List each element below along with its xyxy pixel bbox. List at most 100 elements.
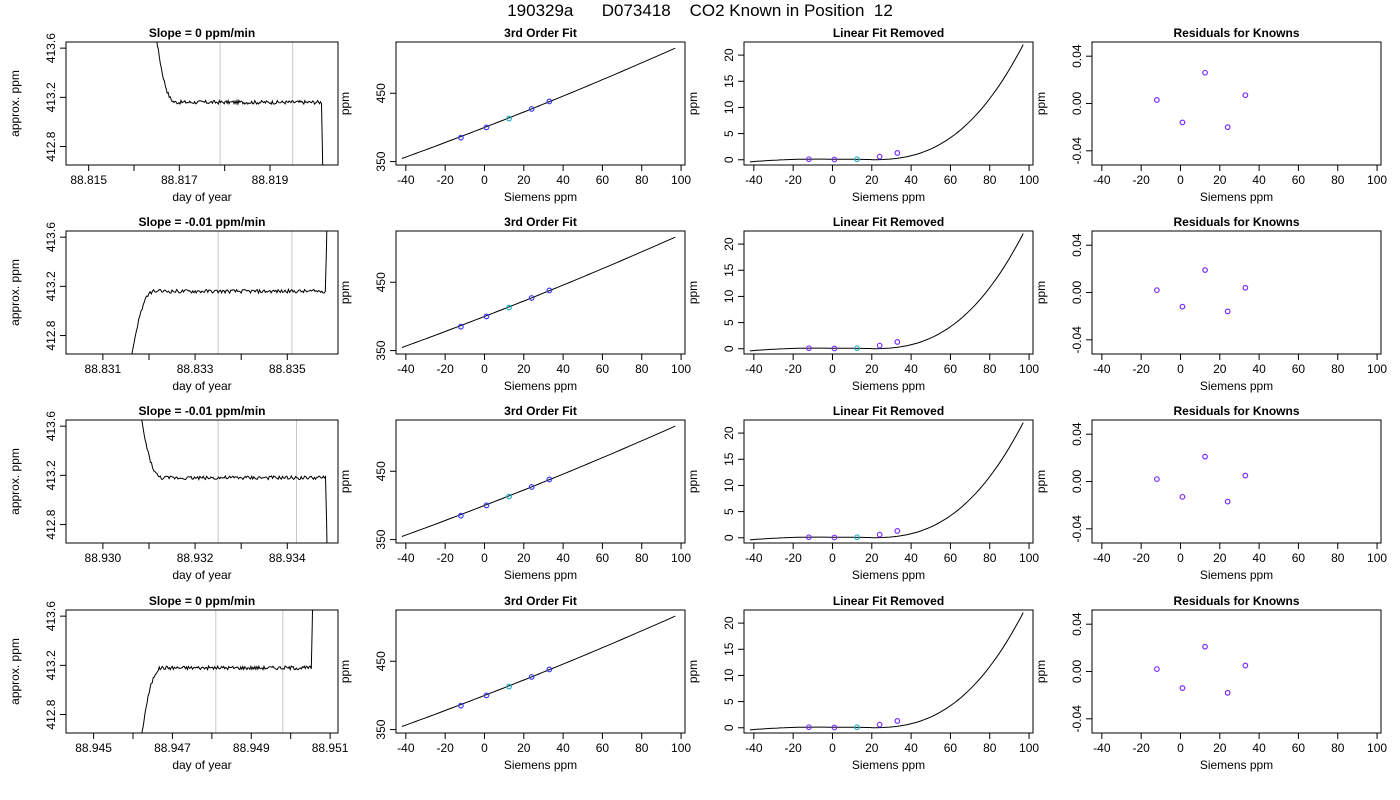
x-tick-label: 80 xyxy=(635,741,649,755)
y-axis-label: ppm xyxy=(686,660,700,683)
x-tick-label: 100 xyxy=(1019,741,1039,755)
chart-panel: Linear Fit Removed Siemens ppm ppm -40 -20 0 2… xyxy=(686,594,1039,772)
x-tick-label: 100 xyxy=(1367,362,1387,376)
y-axis-label: ppm xyxy=(686,281,700,304)
y-tick-label: 412.8 xyxy=(44,509,58,539)
x-tick-label: 60 xyxy=(1292,741,1306,755)
known-point xyxy=(805,724,812,731)
chart-panel: Residuals for Knowns Siemens ppm ppm -40 -20… xyxy=(1034,594,1387,772)
x-tick-label: 80 xyxy=(635,173,649,187)
y-axis-label: ppm xyxy=(338,660,352,683)
x-axis-label: day of year xyxy=(172,758,231,772)
residual-point xyxy=(1179,685,1186,691)
y-axis-label: ppm xyxy=(1034,92,1048,115)
known-point xyxy=(528,674,535,680)
chart-panel: Slope = 0 ppm/min day of year approx. ppm 8… xyxy=(8,594,349,772)
x-tick-label: 88.945 xyxy=(75,741,112,755)
x-tick-label: -40 xyxy=(397,551,415,565)
x-tick-label: -40 xyxy=(1093,173,1111,187)
plot-area xyxy=(1153,643,1249,696)
x-tick-label: -20 xyxy=(784,551,802,565)
x-tick-label: 100 xyxy=(671,551,691,565)
residual-point xyxy=(1153,287,1160,294)
y-axis-label: ppm xyxy=(686,470,700,493)
x-tick-label: 20 xyxy=(1213,551,1227,565)
known-point xyxy=(805,156,812,163)
x-tick-label: 60 xyxy=(944,551,958,565)
y-tick-label: 413.2 xyxy=(44,271,58,301)
plot-area xyxy=(131,231,328,354)
plot-frame xyxy=(65,41,339,166)
y-tick-label: 413.6 xyxy=(44,601,58,631)
fit-curve xyxy=(401,236,676,348)
panel-title: Residuals for Knowns xyxy=(1173,26,1299,40)
plot-frame xyxy=(743,41,1034,166)
fit-curve xyxy=(401,425,676,537)
panel-title: Residuals for Knowns xyxy=(1173,215,1299,229)
x-tick-label: 88.934 xyxy=(269,551,306,565)
x-tick-label: 0 xyxy=(1177,362,1184,376)
x-tick-label: 80 xyxy=(1331,173,1345,187)
y-tick-label: 413.2 xyxy=(44,650,58,680)
x-tick-label: 40 xyxy=(1252,551,1266,565)
plot-frame xyxy=(743,609,1034,734)
fit-curve xyxy=(401,615,676,727)
x-tick-label: -40 xyxy=(397,741,415,755)
y-axis-label: approx. ppm xyxy=(8,448,22,515)
x-tick-label: 100 xyxy=(671,741,691,755)
x-tick-label: -40 xyxy=(397,362,415,376)
x-tick-label: -40 xyxy=(745,551,763,565)
y-tick-label: 20 xyxy=(722,237,736,251)
x-tick-label: -40 xyxy=(745,362,763,376)
panel-title: Linear Fit Removed xyxy=(833,594,944,608)
known-point xyxy=(483,692,490,699)
x-tick-label: 60 xyxy=(944,741,958,755)
y-tick-label: 412.8 xyxy=(44,320,58,350)
y-axis-label: approx. ppm xyxy=(8,259,22,326)
known-point xyxy=(546,476,553,483)
x-tick-label: 80 xyxy=(983,551,997,565)
residual-point xyxy=(1224,498,1231,505)
x-axis-label: day of year xyxy=(172,379,231,393)
chart-panel: Linear Fit Removed Siemens ppm ppm -40 -20 0 2… xyxy=(686,26,1039,204)
panel-title: 3rd Order Fit xyxy=(504,26,577,40)
y-axis-label: ppm xyxy=(1034,660,1048,683)
x-tick-label: 88.815 xyxy=(70,173,107,187)
y-tick-label: -0.04 xyxy=(1070,326,1084,354)
known-point xyxy=(805,345,812,352)
x-axis-label: Siemens ppm xyxy=(1200,758,1273,772)
residual-point xyxy=(1224,308,1231,315)
known-point xyxy=(457,702,464,709)
x-tick-label: 80 xyxy=(1331,362,1345,376)
x-tick-label: 0 xyxy=(829,551,836,565)
y-tick-label: 0.00 xyxy=(1070,469,1084,493)
fit-curve xyxy=(401,47,676,159)
x-tick-label: 60 xyxy=(596,362,610,376)
x-axis-label: Siemens ppm xyxy=(852,379,925,393)
y-axis-label: ppm xyxy=(338,92,352,115)
known-point xyxy=(894,339,901,345)
plot-area xyxy=(141,610,313,733)
x-axis-label: Siemens ppm xyxy=(504,379,577,393)
plot-frame xyxy=(1091,230,1382,355)
x-tick-label: 80 xyxy=(1331,551,1345,565)
known-point xyxy=(546,98,553,105)
y-tick-label: -0.04 xyxy=(1070,705,1084,733)
x-tick-label: 0 xyxy=(481,173,488,187)
y-tick-label: 350 xyxy=(374,151,388,171)
x-tick-label: 20 xyxy=(1213,741,1227,755)
chart-panel: 3rd Order Fit Siemens ppm ppm -40 -20 0 20 40 60… xyxy=(338,215,691,393)
x-tick-label: -20 xyxy=(436,173,454,187)
residual-point xyxy=(1224,689,1231,696)
y-tick-label: 0 xyxy=(722,156,736,163)
x-tick-label: 80 xyxy=(1331,741,1345,755)
y-tick-label: 350 xyxy=(374,719,388,739)
y-tick-label: 5 xyxy=(722,319,736,326)
y-tick-label: 413.6 xyxy=(44,222,58,252)
x-tick-label: 88.932 xyxy=(177,551,214,565)
x-tick-label: 60 xyxy=(596,551,610,565)
y-tick-label: 450 xyxy=(374,272,388,292)
x-tick-label: -20 xyxy=(784,741,802,755)
known-point xyxy=(528,484,535,490)
residual-point xyxy=(1153,476,1160,483)
